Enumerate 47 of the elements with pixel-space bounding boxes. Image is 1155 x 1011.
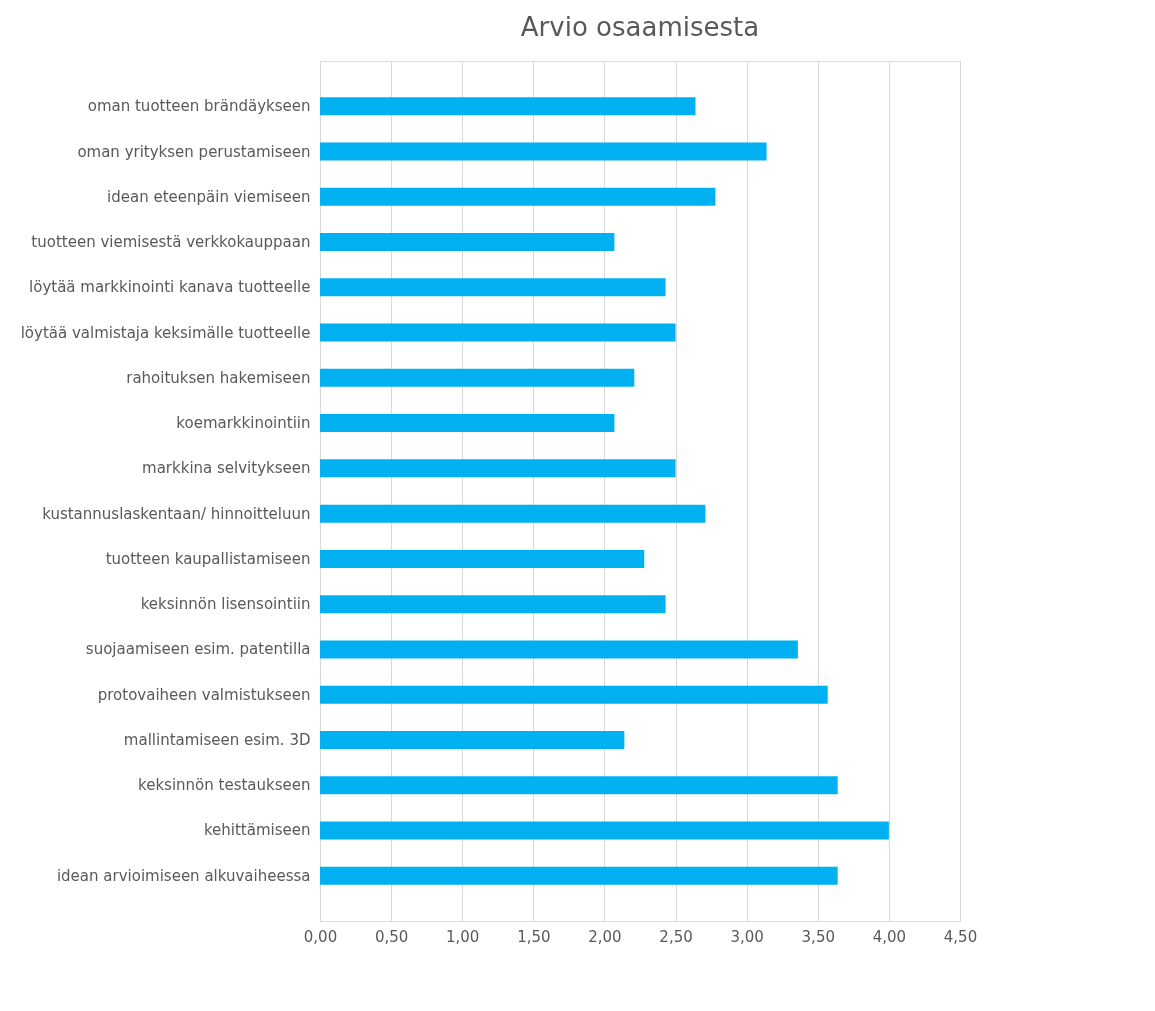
y-tick-label: oman tuotteen brändäykseen	[87, 97, 311, 116]
y-tick-label: idean arvioimiseen alkuvaiheessa	[56, 866, 311, 885]
y-tick-label: löytää markkinointi kanava tuotteelle	[29, 278, 311, 297]
x-tick-label: 1,00	[446, 927, 480, 946]
y-tick-label: markkina selvitykseen	[142, 459, 311, 478]
bar	[320, 414, 615, 433]
bar	[320, 233, 615, 252]
x-tick-label: 4,00	[872, 927, 907, 946]
x-tick-label: 0,00	[303, 927, 338, 946]
bar	[320, 187, 716, 206]
bar	[320, 97, 696, 116]
x-tick-label: 1,50	[517, 927, 551, 946]
bar	[320, 821, 889, 840]
y-tick-label: tuotteen viemisestä verkkokauppaan	[31, 233, 311, 252]
y-tick-label: oman yrityksen perustamiseen	[77, 142, 311, 161]
y-tick-label: rahoituksen hakemiseen	[126, 368, 311, 387]
bar	[320, 323, 676, 342]
chart-title: Arvio osaamisesta	[520, 12, 760, 42]
bar	[320, 685, 828, 704]
y-tick-label: mallintamiseen esim. 3D	[123, 730, 311, 749]
x-tick-label: 3,50	[801, 927, 835, 946]
x-tick-label: 4,50	[943, 927, 978, 946]
bar	[320, 866, 838, 885]
bar	[320, 640, 798, 659]
bar	[320, 549, 645, 568]
bar	[320, 595, 666, 614]
bar	[320, 278, 666, 297]
y-tick-label: kehittämiseen	[203, 821, 311, 840]
x-tick-label: 2,00	[588, 927, 622, 946]
y-tick-label: keksinnön testaukseen	[138, 776, 311, 795]
y-tick-label: löytää valmistaja keksimälle tuotteelle	[20, 323, 311, 342]
y-tick-label: suojaamiseen esim. patentilla	[85, 640, 311, 659]
bar	[320, 368, 635, 387]
bar	[320, 776, 838, 795]
bar	[320, 142, 767, 161]
y-tick-label: keksinnön lisensointiin	[140, 595, 311, 614]
y-tick-label: protovaiheen valmistukseen	[97, 685, 311, 704]
y-tick-label: idean eteenpäin viemiseen	[107, 187, 311, 206]
bar	[320, 504, 706, 523]
x-tick-label: 0,50	[374, 927, 409, 946]
x-tick-label: 3,00	[730, 927, 764, 946]
x-tick-label: 2,50	[659, 927, 693, 946]
bar	[320, 730, 625, 749]
bar	[320, 459, 676, 478]
y-tick-label: tuotteen kaupallistamiseen	[105, 549, 311, 568]
y-tick-label: kustannuslaskentaan/ hinnoitteluun	[42, 504, 311, 523]
y-tick-label: koemarkkinointiin	[176, 414, 311, 433]
